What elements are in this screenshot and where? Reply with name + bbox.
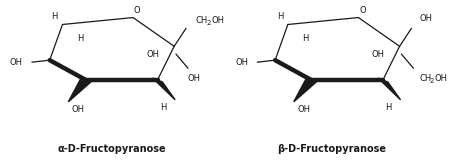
Text: H: H bbox=[386, 103, 392, 112]
Text: H: H bbox=[302, 34, 309, 43]
Text: CH: CH bbox=[196, 16, 208, 25]
Text: O: O bbox=[134, 6, 140, 15]
Text: OH: OH bbox=[419, 14, 432, 23]
Text: OH: OH bbox=[146, 50, 159, 59]
Text: 2: 2 bbox=[207, 21, 211, 27]
Text: CH: CH bbox=[419, 74, 432, 82]
Polygon shape bbox=[153, 78, 175, 100]
Text: OH: OH bbox=[187, 74, 200, 82]
Polygon shape bbox=[378, 78, 400, 100]
Text: β-D-Fructopyranose: β-D-Fructopyranose bbox=[278, 144, 387, 154]
Text: H: H bbox=[51, 12, 58, 21]
Text: OH: OH bbox=[212, 16, 225, 25]
Text: OH: OH bbox=[235, 58, 248, 67]
Text: OH: OH bbox=[72, 105, 85, 114]
Text: OH: OH bbox=[10, 58, 23, 67]
Text: α-D-Fructopyranose: α-D-Fructopyranose bbox=[57, 144, 166, 154]
Polygon shape bbox=[294, 78, 316, 102]
Text: OH: OH bbox=[435, 74, 448, 82]
Text: OH: OH bbox=[372, 50, 385, 59]
Text: H: H bbox=[277, 12, 283, 21]
Polygon shape bbox=[68, 78, 91, 102]
Text: H: H bbox=[77, 34, 83, 43]
Text: H: H bbox=[160, 103, 166, 112]
Text: O: O bbox=[359, 6, 366, 15]
Text: OH: OH bbox=[297, 105, 310, 114]
Text: 2: 2 bbox=[430, 78, 434, 84]
